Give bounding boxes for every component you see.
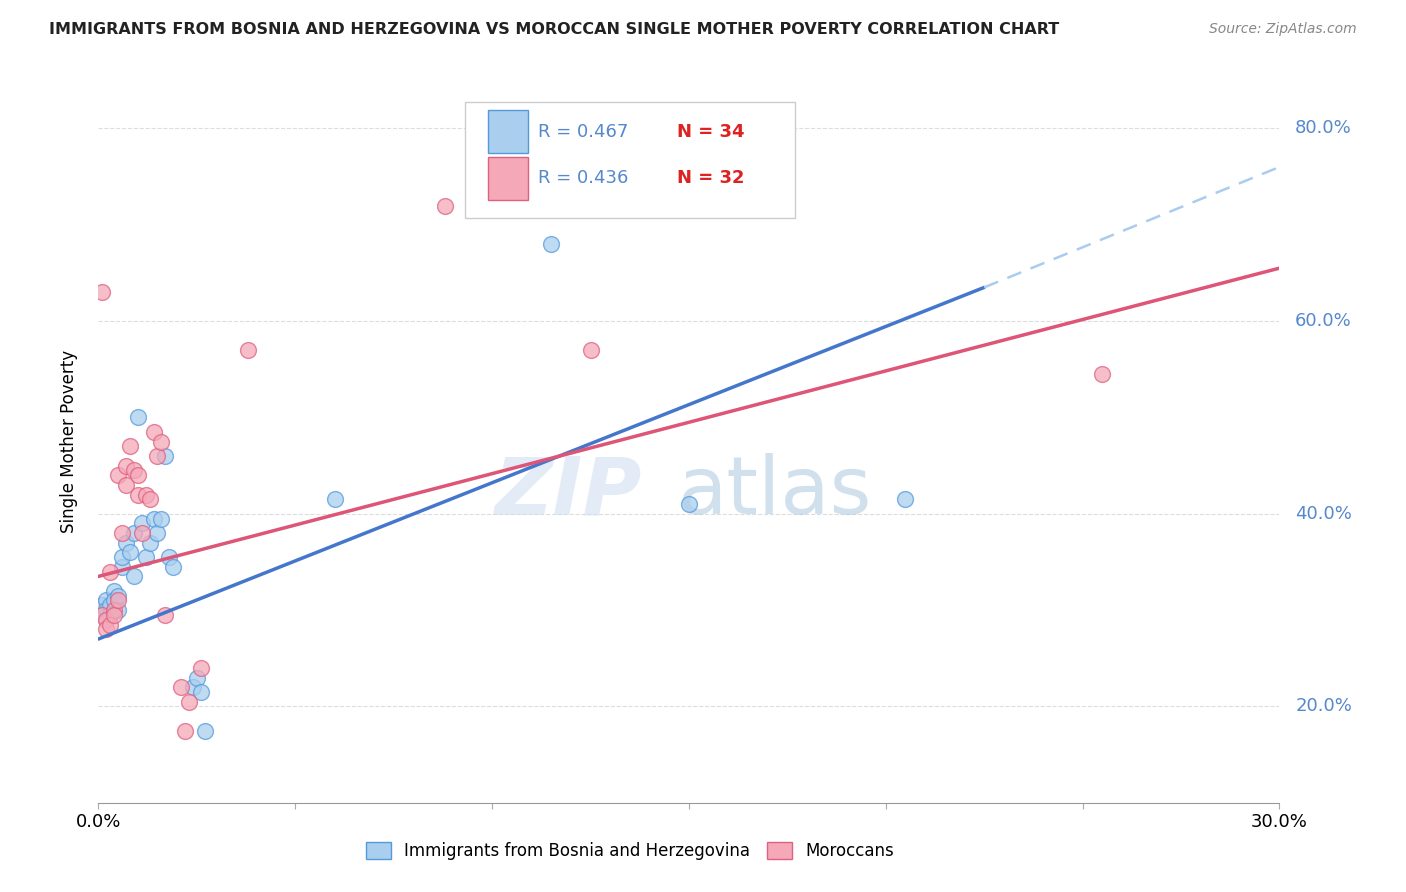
Point — [98, 617, 121, 632]
FancyBboxPatch shape — [488, 111, 529, 153]
Point — [103, 593, 125, 607]
Text: N = 32: N = 32 — [678, 169, 745, 187]
Point — [135, 550, 157, 565]
Point — [138, 492, 160, 507]
Text: ZIP: ZIP — [495, 453, 641, 531]
Point — [155, 449, 177, 463]
Point — [142, 425, 165, 439]
Point — [96, 603, 118, 617]
Y-axis label: Single Mother Poverty: Single Mother Poverty — [59, 350, 77, 533]
Point — [103, 603, 125, 617]
Point — [118, 439, 141, 453]
Point — [111, 550, 134, 565]
Point — [433, 198, 456, 212]
Point — [107, 603, 129, 617]
Point — [118, 545, 141, 559]
Point — [131, 526, 153, 541]
Point — [146, 526, 169, 541]
Point — [115, 458, 138, 473]
Point — [91, 285, 114, 300]
Point — [157, 550, 180, 565]
Point — [122, 569, 145, 583]
Point — [107, 593, 129, 607]
Point — [150, 434, 173, 449]
Point — [131, 516, 153, 531]
FancyBboxPatch shape — [488, 157, 529, 200]
Legend: Immigrants from Bosnia and Herzegovina, Moroccans: Immigrants from Bosnia and Herzegovina, … — [359, 835, 901, 867]
Point — [894, 492, 917, 507]
Point — [107, 589, 129, 603]
Point — [127, 410, 149, 425]
Point — [96, 613, 118, 627]
Point — [142, 511, 165, 525]
Point — [127, 468, 149, 483]
Point — [678, 497, 700, 511]
Point — [146, 449, 169, 463]
Point — [155, 607, 177, 622]
Point — [98, 607, 121, 622]
Point — [96, 593, 118, 607]
Point — [111, 526, 134, 541]
Point — [190, 685, 212, 699]
Point — [122, 526, 145, 541]
Point — [103, 607, 125, 622]
Point — [115, 478, 138, 492]
Point — [150, 511, 173, 525]
Point — [323, 492, 346, 507]
Text: 80.0%: 80.0% — [1295, 120, 1353, 137]
Text: 60.0%: 60.0% — [1295, 312, 1353, 330]
Point — [135, 487, 157, 501]
Text: atlas: atlas — [678, 453, 872, 531]
Text: 40.0%: 40.0% — [1295, 505, 1353, 523]
Point — [174, 723, 197, 738]
Point — [194, 723, 217, 738]
Point — [236, 343, 259, 357]
Point — [111, 559, 134, 574]
Point — [91, 607, 114, 622]
Point — [98, 599, 121, 613]
Point — [186, 671, 208, 685]
Point — [170, 680, 193, 694]
FancyBboxPatch shape — [464, 102, 796, 218]
Point — [103, 583, 125, 598]
Point — [127, 487, 149, 501]
Text: IMMIGRANTS FROM BOSNIA AND HERZEGOVINA VS MOROCCAN SINGLE MOTHER POVERTY CORRELA: IMMIGRANTS FROM BOSNIA AND HERZEGOVINA V… — [49, 22, 1060, 37]
Point — [107, 468, 129, 483]
Point — [1091, 367, 1114, 381]
Point — [91, 607, 114, 622]
Point — [579, 343, 602, 357]
Point — [138, 535, 160, 549]
Point — [540, 237, 562, 252]
Text: Source: ZipAtlas.com: Source: ZipAtlas.com — [1209, 22, 1357, 37]
Point — [91, 599, 114, 613]
Point — [162, 559, 184, 574]
Text: R = 0.467: R = 0.467 — [537, 123, 628, 141]
Point — [115, 535, 138, 549]
Point — [177, 695, 200, 709]
Text: 20.0%: 20.0% — [1295, 698, 1353, 715]
Point — [122, 463, 145, 477]
Point — [181, 680, 204, 694]
Point — [190, 661, 212, 675]
Text: N = 34: N = 34 — [678, 123, 745, 141]
Text: R = 0.436: R = 0.436 — [537, 169, 628, 187]
Point — [98, 565, 121, 579]
Point — [96, 623, 118, 637]
